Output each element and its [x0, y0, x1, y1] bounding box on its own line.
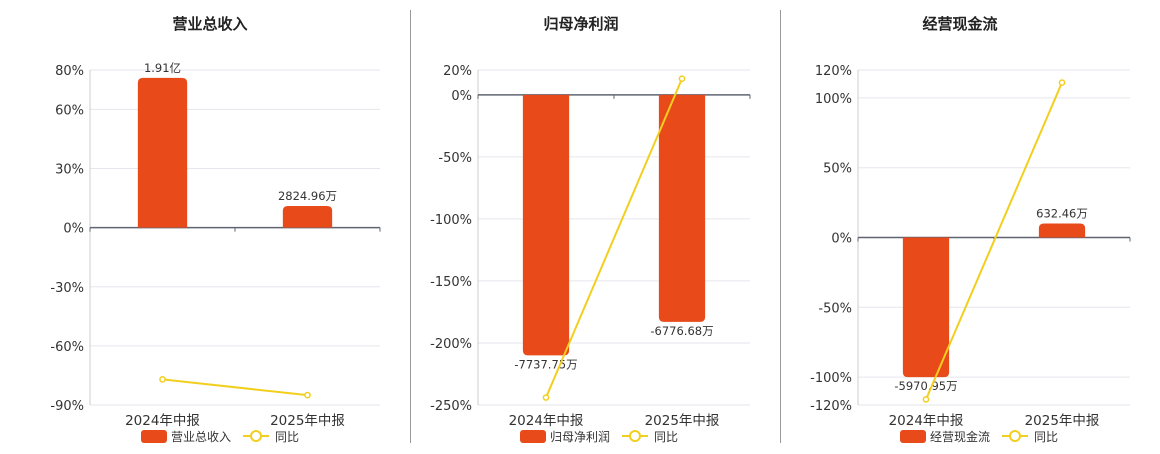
legend-bar-swatch	[900, 430, 926, 443]
x-tick-label: 2024年中报	[125, 413, 200, 429]
y-tick-label: 120%	[815, 64, 852, 79]
yoy-line	[925, 82, 1063, 400]
yoy-point	[1058, 79, 1066, 86]
y-tick-label: 100%	[815, 92, 852, 107]
bar	[658, 94, 706, 322]
x-tick-label: 2024年中报	[509, 413, 584, 429]
chart-title: 营业总收入	[172, 15, 247, 33]
y-tick-label: 20%	[443, 64, 472, 79]
bar-data-label: -7737.75万	[514, 357, 577, 371]
y-tick-label: -250%	[430, 399, 472, 414]
legend-line-marker	[1009, 430, 1021, 442]
y-tick-label: -60%	[50, 340, 84, 355]
yoy-line	[162, 378, 308, 397]
legend-bar-swatch	[141, 430, 167, 443]
yoy-point	[678, 75, 686, 83]
y-tick-label: 50%	[823, 162, 852, 177]
bar	[522, 94, 570, 356]
y-tick-label: 30%	[55, 163, 84, 178]
yoy-point	[542, 394, 550, 401]
y-tick-label: -50%	[818, 301, 852, 316]
y-tick-label: -90%	[50, 399, 84, 414]
y-tick-label: -100%	[810, 371, 852, 386]
y-tick-label: 60%	[55, 103, 84, 118]
yoy-point	[922, 396, 930, 403]
yoy-line	[545, 78, 683, 398]
y-tick-label: -200%	[430, 337, 472, 352]
y-tick-label: -100%	[430, 213, 472, 228]
bar	[902, 237, 950, 378]
legend-bar-label: 营业总收入	[171, 430, 231, 444]
chart-title: 经营现金流	[922, 15, 997, 33]
bar	[137, 77, 188, 228]
legend-bar-label: 归母净利润	[550, 430, 610, 444]
x-tick-label: 2024年中报	[889, 413, 964, 429]
y-tick-label: 0%	[451, 89, 472, 104]
bar-data-label: -6776.68万	[650, 324, 713, 338]
yoy-point	[159, 376, 166, 383]
x-tick-label: 2025年中报	[270, 413, 345, 429]
y-tick-label: 0%	[831, 232, 852, 247]
y-tick-label: -30%	[50, 281, 84, 296]
bar-data-label: 1.91亿	[144, 61, 181, 75]
chart-title: 归母净利润	[543, 15, 618, 33]
legend-bar-swatch	[520, 430, 546, 443]
y-tick-label: 0%	[63, 222, 84, 237]
bar-data-label: 2824.96万	[278, 189, 337, 203]
bar-data-label: -5970.95万	[894, 379, 957, 393]
bar-data-label: 632.46万	[1036, 207, 1088, 221]
bar	[1038, 223, 1086, 238]
x-tick-label: 2025年中报	[1025, 413, 1100, 429]
x-tick-label: 2025年中报	[645, 413, 720, 429]
y-tick-label: -120%	[810, 399, 852, 414]
legend-line-label: 同比	[654, 430, 678, 444]
y-tick-label: 80%	[55, 64, 84, 79]
legend-line-marker	[629, 430, 641, 442]
legend-line-marker	[250, 430, 262, 442]
yoy-point	[304, 391, 311, 399]
y-tick-label: -150%	[430, 275, 472, 290]
legend-line-label: 同比	[1034, 430, 1058, 444]
bar	[282, 205, 333, 228]
y-tick-label: -50%	[438, 151, 472, 166]
legend-line-label: 同比	[275, 430, 299, 444]
legend-bar-label: 经营现金流	[930, 429, 990, 444]
